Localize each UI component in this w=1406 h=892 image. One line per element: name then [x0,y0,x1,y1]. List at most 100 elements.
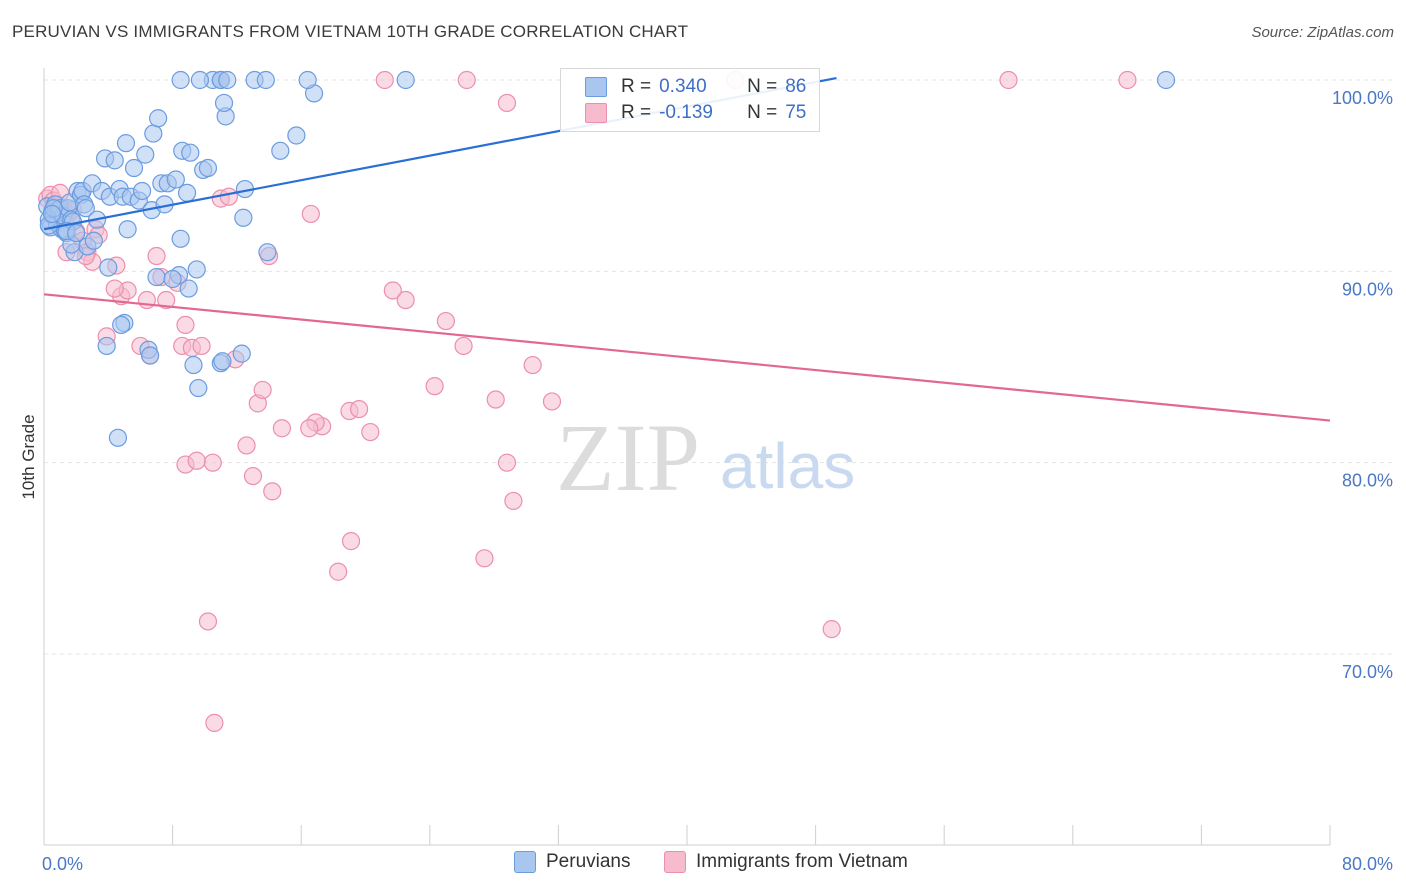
legend-item-peruvians[interactable]: Peruvians [514,851,631,873]
data-point [329,562,348,581]
data-point [375,70,394,90]
data-point [497,93,517,113]
data-point [124,158,144,178]
data-point [192,336,211,356]
data-point [99,258,118,277]
legend-row-vietnam: R = -0.139 N = 75 [585,100,806,126]
watermark: ZIP atlas [556,404,855,511]
series-peruvians-points [38,70,1176,447]
watermark-atlas: atlas [720,430,855,502]
data-point [144,124,163,143]
data-point [179,279,198,298]
tick-labels: 70.0% 80.0% 90.0% 100.0% 0.0% 80.0% [42,88,1393,874]
data-point [205,713,224,732]
data-point [298,70,317,90]
data-point [149,109,168,128]
data-point [187,451,206,470]
data-point [396,290,415,310]
data-point [272,419,292,438]
data-point [425,377,444,396]
legend-row-peruvians: R = 0.340 N = 86 [585,74,806,100]
data-point [504,491,523,511]
data-point [258,243,277,262]
data-point [361,422,380,442]
chart-title: PERUVIAN VS IMMIGRANTS FROM VIETNAM 10TH… [12,22,689,41]
data-point [198,158,218,178]
x-tick-label: 80.0% [1342,854,1393,874]
legend-r-label: R = [621,76,652,97]
y-tick-label: 90.0% [1342,279,1393,299]
data-point [454,336,473,356]
data-point [271,141,290,160]
data-point [214,93,234,113]
data-point [147,267,166,287]
data-point [116,134,136,153]
trend-line-vietnam [43,293,1331,422]
data-point [822,620,841,639]
data-point [218,70,237,90]
data-point [301,204,320,224]
data-point [67,223,86,243]
data-point [108,428,128,447]
data-point [396,70,415,90]
data-point [349,399,369,419]
watermark-zip: ZIP [556,404,700,511]
data-point [256,70,275,90]
data-point [542,392,562,411]
legend-r-value: -0.139 [659,102,713,123]
legend-n-value: 86 [785,76,807,97]
data-point [163,269,182,289]
data-point [475,549,494,568]
data-point [171,229,190,248]
legend-swatch-vietnam [664,851,686,873]
data-point [486,390,505,409]
data-point [190,70,210,90]
data-point [112,315,131,335]
data-point [42,204,62,224]
data-point [132,181,152,201]
data-point [105,279,124,298]
data-point [203,453,222,472]
data-point [184,355,203,375]
data-point [177,183,197,202]
x-tick-label: 0.0% [42,854,83,874]
legend-n-label: N = [747,76,778,97]
data-point [219,187,238,206]
y-tick-label: 70.0% [1342,662,1393,682]
legend-item-vietnam[interactable]: Immigrants from Vietnam [664,851,908,873]
y-axis-title: 10th Grade [19,414,38,499]
grid-lines [44,79,1395,655]
source-credit: Source: ZipAtlas.com [1251,24,1394,41]
y-tick-label: 100.0% [1332,88,1393,108]
data-point [171,70,190,90]
data-point [147,246,166,266]
data-point [300,419,319,438]
legend-r-label: R = [621,102,652,123]
data-point [181,143,200,162]
data-point [105,151,124,170]
data-point [1118,70,1137,90]
legend-swatch-peruvians [514,851,536,873]
data-point [523,355,542,375]
data-point [237,436,256,455]
data-point [140,346,160,365]
legend-n-label: N = [747,102,778,123]
legend-r-value: 0.340 [659,76,707,97]
data-point [253,380,272,400]
legend-swatch-pink [585,103,607,123]
series-legend: Peruvians Immigrants from Vietnam [0,851,1406,877]
data-point [457,70,476,90]
y-tick-label: 80.0% [1342,471,1393,491]
data-point [243,466,263,486]
data-point [187,260,206,279]
data-point [383,281,402,300]
data-point [234,208,253,227]
data-point [436,311,455,331]
data-point [232,344,251,363]
stats-legend: R = 0.340 N = 86 R = -0.139 N = 75 [560,68,820,132]
data-point [176,315,195,335]
data-point [198,612,218,631]
data-point [97,336,116,356]
legend-label-peruvians: Peruvians [546,851,631,872]
